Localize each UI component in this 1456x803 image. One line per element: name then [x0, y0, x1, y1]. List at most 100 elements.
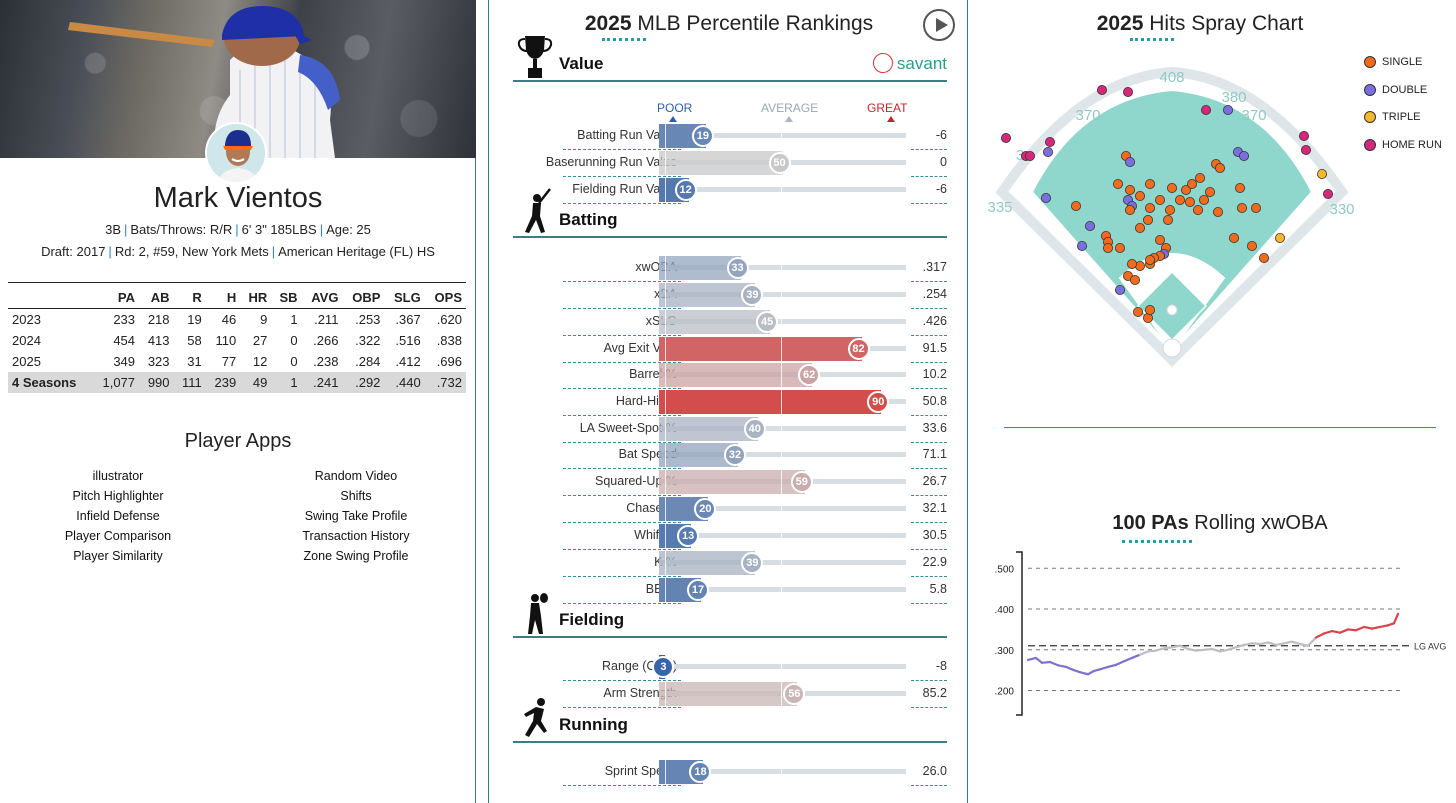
stats-header-cell: R [173, 282, 206, 309]
y-tick-label: .500 [995, 564, 1015, 575]
metric-percentile-bubble: 59 [790, 471, 813, 493]
savant-brand-link[interactable]: savant [872, 53, 947, 74]
metric-value: 26.0 [922, 764, 947, 778]
hit-marker [1000, 133, 1011, 144]
legend-item: HOME RUN [1364, 137, 1442, 165]
player-app-link[interactable]: Shifts [340, 489, 372, 503]
bio-draft-prefix: Draft: [41, 244, 73, 259]
metric-dash-right [911, 388, 947, 389]
player-app-link[interactable]: Infield Defense [76, 509, 160, 523]
xwoba-line-segment [1040, 660, 1052, 664]
metric-bar-mid-line [781, 310, 782, 334]
metric-bar [659, 682, 798, 706]
stats-cell: 58 [187, 332, 202, 348]
metric-row[interactable]: Arm Strength 56 85.2 [513, 682, 947, 708]
rolling-title-text: Rolling xwOBA [1194, 512, 1328, 534]
metric-percentile-bubble: 18 [689, 761, 712, 783]
metric-dash-left [563, 308, 681, 309]
bio-bats-throws: Bats/Throws: R/R [130, 222, 233, 237]
metric-dash-left [563, 522, 681, 523]
metric-value: 32.1 [922, 501, 947, 515]
metric-row[interactable]: Hard-Hit % 90 50.8 [513, 390, 947, 416]
metric-bar-start-line [665, 124, 666, 148]
metric-dash-left [563, 149, 681, 150]
metric-row[interactable]: Chase % 20 32.1 [513, 497, 947, 523]
xwoba-line-segment [1314, 632, 1326, 639]
xwoba-line-segment [1298, 642, 1310, 647]
metric-row[interactable]: BB %175.8 [513, 578, 947, 604]
scale-label-poor: POOR [657, 101, 693, 115]
xwoba-line-segment [1122, 656, 1134, 663]
metric-row[interactable]: Baserunning Run Value 50 0 [513, 151, 947, 177]
section-label: Value [559, 54, 604, 73]
stats-cell: 2024 [12, 332, 41, 348]
metric-track [659, 587, 906, 592]
metric-row[interactable]: Sprint Speed 18 26.0 [513, 760, 947, 786]
metric-dash-right [911, 362, 947, 363]
metric-percentile-bubble: 45 [756, 311, 779, 333]
hit-marker [1134, 190, 1145, 201]
metric-percentile-bubble: 12 [674, 179, 697, 201]
player-app-link[interactable]: Swing Take Profile [304, 509, 408, 523]
metric-bar-start-line [665, 470, 666, 494]
stats-header-cell: AB [139, 282, 174, 309]
metric-bar-start-line [665, 760, 666, 784]
player-app-link[interactable]: illustrator [92, 469, 144, 483]
player-app-link[interactable]: Player Comparison [64, 529, 172, 543]
metric-row[interactable]: Squared-Up % 59 26.7 [513, 470, 947, 496]
stats-cell: 27 [252, 332, 268, 348]
xwoba-line-segment [1354, 625, 1366, 632]
metric-value: -6 [935, 182, 947, 196]
metric-value: 33.6 [922, 421, 947, 435]
percentile-title-year: 2025 [584, 12, 632, 35]
fence-distance-label: 335 [987, 199, 1012, 216]
metric-row[interactable]: Avg Exit Velo 82 91.5 [513, 337, 947, 363]
player-app-link[interactable]: Random Video [314, 469, 398, 483]
player-app-link[interactable]: Pitch Highlighter [72, 489, 164, 503]
spray-title-underline-dots [1130, 38, 1174, 41]
metric-row[interactable]: xBA39.254 [513, 283, 947, 309]
metric-row[interactable]: xwOBA 33.317 [513, 256, 947, 282]
metric-row[interactable]: Bat Speed 32 71.1 [513, 443, 947, 469]
play-button[interactable] [923, 9, 955, 41]
legend-label: TRIPLE [1382, 111, 1421, 123]
section-label: Running [559, 715, 628, 734]
hit-marker [1043, 147, 1054, 158]
player-app-link[interactable]: Zone Swing Profile [303, 549, 409, 563]
section-fielding: Fielding [513, 593, 947, 638]
metric-dash-left [563, 281, 681, 282]
metric-dash-right [911, 149, 947, 150]
metric-dash-right [911, 281, 947, 282]
player-app-link[interactable]: Transaction History [302, 529, 410, 543]
metric-percentile-bubble: 82 [847, 338, 870, 360]
metric-value: -6 [935, 128, 947, 142]
stats-row: 2023 233 218 19 46 9 1 .211 .253 .367 .620 [8, 309, 466, 330]
metric-label: LA Sweet-Spot % [579, 421, 677, 435]
metric-dash-right [911, 308, 947, 309]
player-app-link[interactable]: Player Similarity [73, 549, 163, 563]
hit-marker [1122, 86, 1133, 97]
hit-marker [1154, 234, 1165, 245]
spray-title-year: 2025 [1096, 12, 1144, 35]
metric-bar-mid-line [781, 390, 782, 414]
metric-bar-start-line [665, 178, 666, 202]
metric-row[interactable]: Whiff % 13 30.5 [513, 524, 947, 550]
metric-row[interactable]: LA Sweet-Spot % 40 33.6 [513, 417, 947, 443]
panel-divider [1004, 427, 1436, 428]
batter-silhouette [68, 5, 340, 158]
metric-bar-start-line [665, 524, 666, 548]
metric-percentile-bubble: 40 [743, 418, 766, 440]
metric-row[interactable]: Barrel % 62 10.2 [513, 363, 947, 389]
metric-row[interactable]: Fielding Run Value 12 -6 [513, 178, 947, 204]
metric-row[interactable]: xSLG45.426 [513, 310, 947, 336]
metric-bar-mid-line [781, 124, 782, 148]
legend-dot [1364, 111, 1376, 123]
metric-percentile-bubble: 56 [783, 683, 806, 705]
percentile-title: 2025 MLB Percentile Rankings [489, 12, 969, 36]
metric-row[interactable]: Range (OAA) 3 -8 [513, 655, 947, 681]
metric-row[interactable]: Batting Run Value 19 -6 [513, 124, 947, 150]
charts-panel: 2025 Hits Spray Chart SINGLE DOUBLE TRIPLE… [980, 0, 1456, 803]
hit-marker [1124, 204, 1135, 215]
